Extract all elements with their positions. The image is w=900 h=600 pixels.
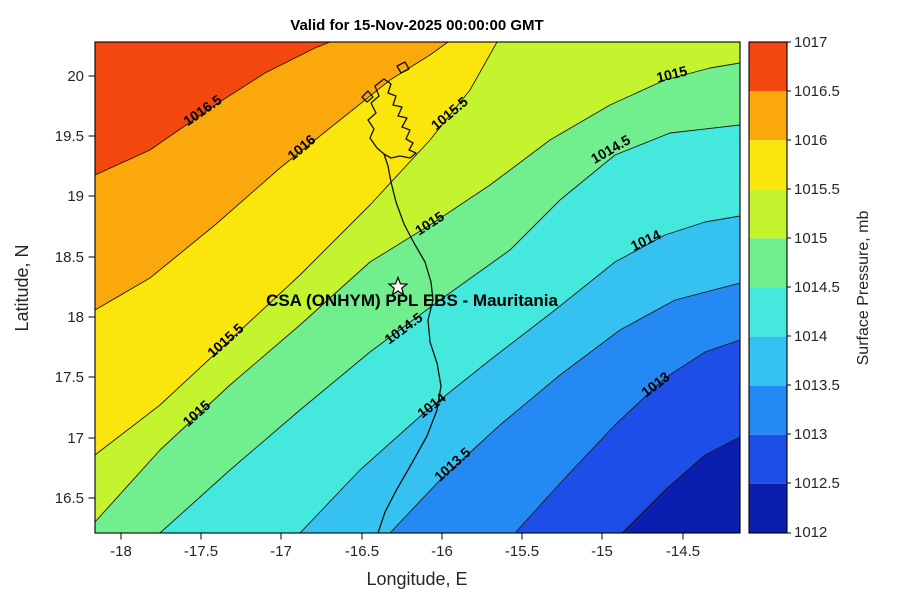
contour-lines (95, 42, 740, 533)
colorbar-cell (749, 238, 787, 288)
colorbar-tick-label: 1015.5 (794, 181, 840, 198)
chart-title: Valid for 15-Nov-2025 00:00:00 GMT (290, 17, 543, 34)
y-tick-label: 18.5 (55, 249, 84, 266)
y-tick-label: 18 (67, 309, 84, 326)
x-axis: -18 -17.5 -17 -16.5 -16 -15.5 -15 -14.5 … (110, 533, 700, 589)
colorbar-tick-label: 1016 (794, 132, 827, 149)
plot-frame (94, 41, 741, 534)
contour-line-1016 (95, 42, 449, 311)
x-tick-label: -15.5 (505, 543, 539, 560)
colorbar-tick-label: 1013.5 (794, 377, 840, 394)
x-axis-title: Longitude, E (366, 569, 467, 589)
y-tick-label: 16.5 (55, 490, 84, 507)
colorbar-cell (749, 483, 787, 533)
colorbar-cell (749, 287, 787, 337)
colorbar-cell (749, 189, 787, 239)
contour-line-1014 (299, 215, 740, 533)
colorbar-title: Surface Pressure, mb (855, 211, 872, 366)
colorbar-cell (749, 42, 787, 92)
star-marker-icon (387, 275, 409, 297)
coastline-banc-darguin (367, 78, 417, 159)
colorbar-tick-label: 1017 (794, 34, 827, 51)
colorbar-cell (749, 385, 787, 435)
contour-line-1014.5 (159, 124, 740, 533)
colorbar-cell (749, 140, 787, 190)
colorbar-tick-label: 1012.5 (794, 475, 840, 492)
contour-line-1012.5 (621, 436, 740, 533)
contour-line-1013 (514, 339, 740, 533)
x-tick-label: -18 (110, 543, 132, 560)
y-axis: 20 19.5 19 18.5 18 17.5 17 16.5 Latitude… (12, 68, 95, 507)
colorbar-cell (749, 336, 787, 386)
coastline-island-1 (361, 90, 374, 103)
x-tick-label: -16 (431, 543, 453, 560)
y-tick-label: 17.5 (55, 369, 84, 386)
contour-line-1016.5 (95, 42, 331, 176)
x-tick-label: -16.5 (345, 543, 379, 560)
coastline (361, 61, 442, 533)
colorbar: 1017 1016.5 1016 1015.5 1015 1014.5 1014… (748, 34, 872, 541)
y-tick-label: 20 (67, 68, 84, 85)
colorbar-cell (749, 91, 787, 141)
colorbar-tick-label: 1014 (794, 328, 827, 345)
band-1016.5-1017 (95, 42, 330, 175)
coastline-island-2 (396, 61, 410, 74)
site-label: CSA (ONHYM) PPL EBS - Mauritania (266, 291, 558, 310)
colorbar-tick-label: 1013 (794, 426, 827, 443)
x-tick-label: -15 (591, 543, 613, 560)
y-axis-title: Latitude, N (12, 244, 32, 331)
x-tick-label: -17 (270, 543, 292, 560)
colorbar-tick-label: 1015 (794, 230, 827, 247)
colorbar-tick-label: 1012 (794, 524, 827, 541)
colorbar-cell (749, 434, 787, 484)
contour-line-1015.5 (95, 42, 498, 456)
colorbar-tick-label: 1016.5 (794, 83, 840, 100)
colorbar-tick-label: 1014.5 (794, 279, 840, 296)
site-annotation: CSA (ONHYM) PPL EBS - Mauritania (266, 275, 558, 310)
x-tick-label: -14.5 (666, 543, 700, 560)
x-tick-label: -17.5 (184, 543, 218, 560)
coastline-main (377, 153, 442, 533)
y-tick-label: 19 (67, 188, 84, 205)
y-tick-label: 19.5 (55, 128, 84, 145)
y-tick-label: 17 (67, 430, 84, 447)
contour-label: 1015 (655, 62, 689, 85)
contour-band-fills (95, 42, 740, 533)
contour-line-1015 (95, 62, 740, 523)
contour-line-1013.5 (389, 282, 740, 533)
